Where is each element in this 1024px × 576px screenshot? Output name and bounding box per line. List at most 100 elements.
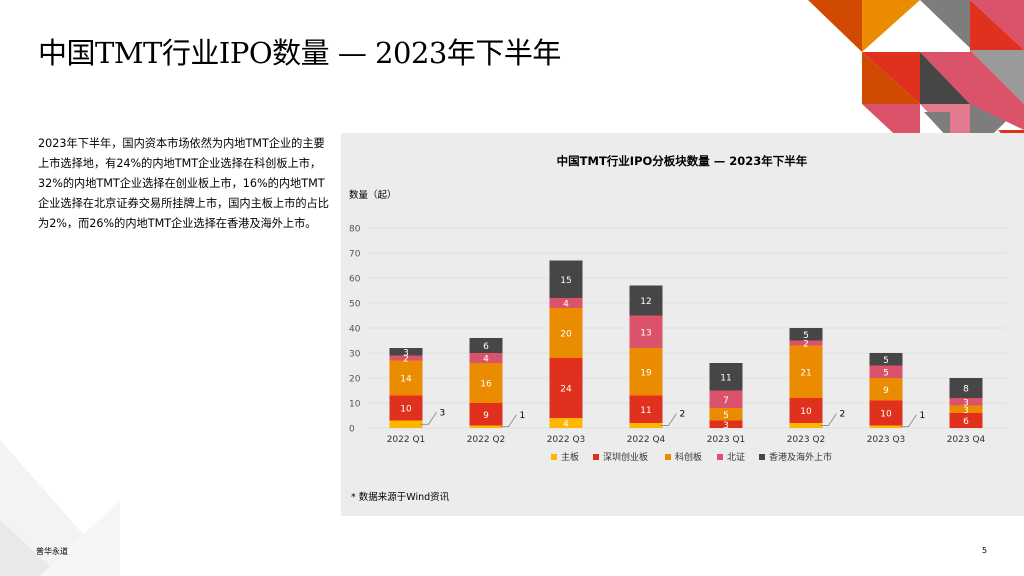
data-label: 5 [723,411,729,421]
bar-segment [469,338,503,353]
data-label: 9 [883,386,889,396]
bar-segment [389,355,423,361]
bar-segment [469,353,503,363]
x-tick-label: 2022 Q1 [387,435,426,445]
bar-segment [709,363,743,391]
bar-segment [869,353,903,366]
data-label: 12 [640,297,651,307]
y-tick-label: 70 [349,250,361,260]
y-tick-label: 60 [349,275,361,285]
x-tick-label: 2023 Q1 [707,435,746,445]
callout-line [500,414,517,428]
data-label: 6 [483,342,489,352]
data-label: 3 [723,421,729,431]
data-label: 3 [403,348,409,358]
x-tick-label: 2023 Q2 [787,435,826,445]
bar-segment [869,425,903,428]
data-label: 2 [840,410,846,420]
bar-segment [629,348,663,396]
chart-panel: 中国TMT行业IPO分板块数量 — 2023年下半年 数量（起） 0 10 20 30 40… [341,133,1024,516]
bar-segment [469,363,503,403]
data-label: 11 [720,373,731,383]
y-tick-label: 30 [349,350,361,360]
bar-segment [789,423,823,428]
bar-segment [949,405,983,413]
data-label: 15 [560,276,571,286]
data-label: 2 [803,340,809,350]
bar-segment [549,298,583,308]
bar-segment [389,348,423,356]
y-tick-label: 10 [349,400,361,410]
data-label: 10 [400,405,412,415]
page-title: 中国TMT行业IPO数量 — 2023年下半年 [38,36,561,70]
data-label: 7 [723,396,729,406]
bar-segment [949,413,983,428]
bar-segment [549,418,583,428]
y-tick-label: 40 [349,325,361,335]
bar-segment [949,398,983,406]
bar-segment [789,345,823,398]
legend-swatch [593,454,599,460]
y-axis-label: 数量（起） [349,189,397,201]
bar-segment [549,260,583,298]
data-label: 8 [963,385,969,395]
x-tick-label: 2023 Q4 [947,435,986,445]
page-number: 5 [982,546,988,555]
y-tick-label: 50 [349,300,361,310]
bar-segment [789,398,823,423]
data-label: 3 [963,406,969,416]
data-label: 6 [963,417,969,427]
data-label: 4 [483,355,489,365]
legend-swatch [759,454,765,460]
callout-line [900,414,917,428]
bar-segment [389,395,423,421]
bar-segment [469,425,503,428]
data-label: 13 [640,328,651,338]
bar-segment [629,315,663,348]
y-tick-label: 20 [349,375,361,385]
callout-line [660,413,677,426]
data-label: 9 [483,411,489,421]
data-label: 4 [563,420,569,430]
legend-swatch [717,454,723,460]
bar-segment [389,360,423,396]
x-tick-label: 2023 Q3 [867,435,906,445]
bar-segment [709,408,743,421]
bar-segment [789,328,823,341]
bar-segment [629,395,663,423]
bar-segment [389,420,423,428]
data-label: 1 [520,411,526,421]
x-tick-label: 2022 Q4 [627,435,666,445]
x-tick-label: 2022 Q2 [467,435,506,445]
x-tick-label: 2022 Q3 [547,435,586,445]
data-label: 3 [963,398,969,408]
legend-label: 香港及海外上市 [769,451,832,463]
data-label: 5 [883,368,889,378]
data-label: 20 [560,330,572,340]
bar-segment [709,420,743,428]
data-label: 14 [400,375,412,385]
data-label: 1 [920,411,926,421]
data-label: 16 [480,380,492,390]
bar-segment [789,340,823,346]
data-label: 3 [440,408,446,418]
legend-label: 科创板 [675,451,702,463]
bar-segment [629,423,663,428]
company-name: 普华永道 [36,547,68,556]
bar-segment [629,285,663,316]
legend-swatch [551,454,557,460]
summary-paragraph: 2023年下半年，国内资本市场依然为内地TMT企业的主要上市选择地，有24%的内… [38,137,329,230]
bar-segment [949,378,983,398]
data-label: 11 [640,406,651,416]
legend-label: 主板 [561,451,579,463]
data-label: 5 [883,356,889,366]
callout-line [820,413,837,426]
data-source-footnote: * 数据来源于Wind资讯 [351,492,450,503]
callout-line [420,412,437,425]
data-label: 5 [803,331,809,341]
legend-label: 深圳创业板 [603,451,648,463]
data-label: 10 [880,410,892,420]
data-label: 24 [560,385,572,395]
